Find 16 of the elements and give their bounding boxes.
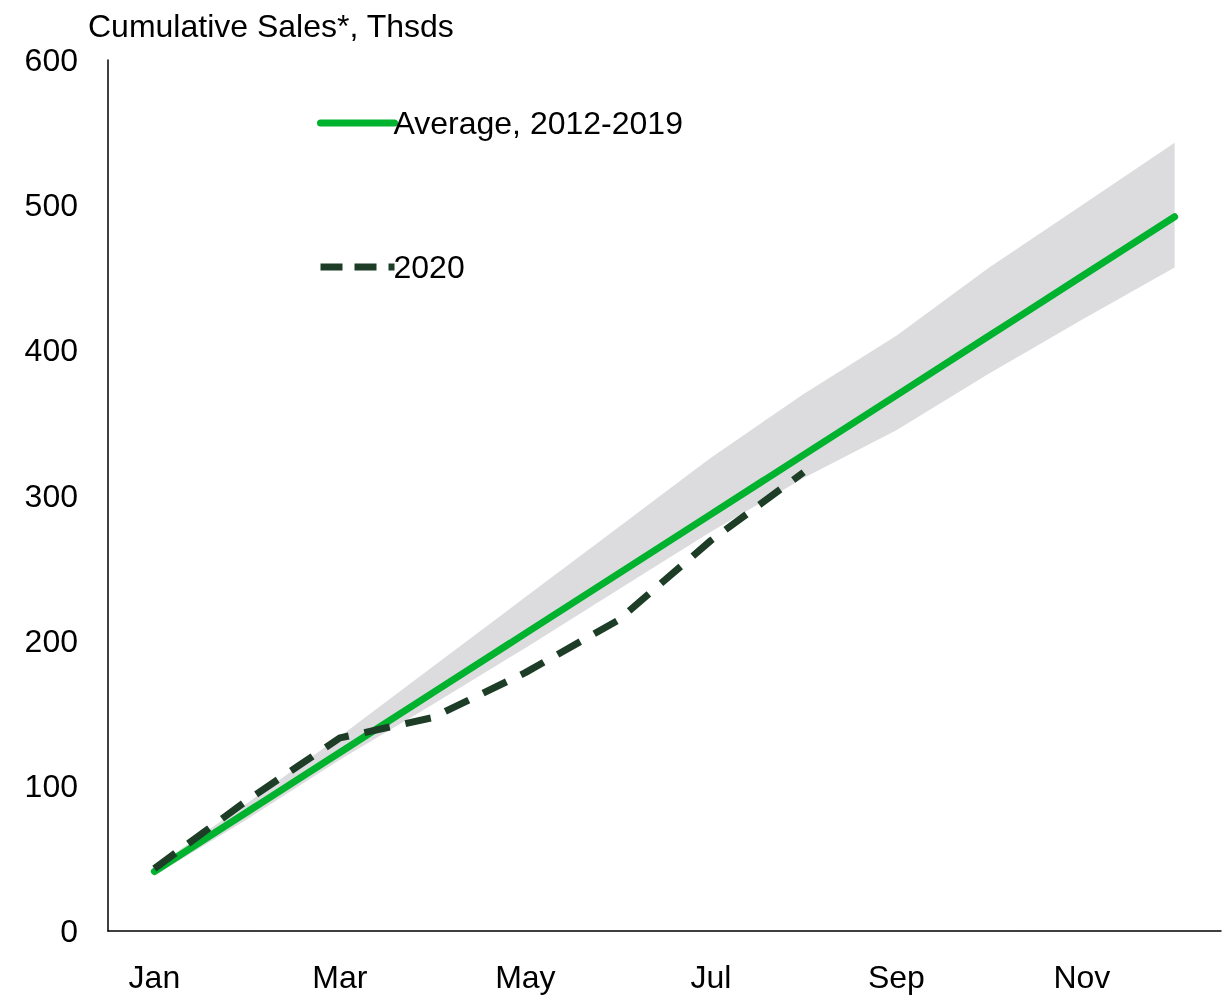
y-tick-label: 100 <box>24 767 78 804</box>
y-axis-title: Cumulative Sales*, Thsds <box>88 8 454 44</box>
x-tick-label: Sep <box>867 959 925 995</box>
x-tick-label: Jan <box>128 959 181 995</box>
y-tick-label: 600 <box>24 42 78 78</box>
y-tick-label: 500 <box>24 187 78 224</box>
legend-label: 2020 <box>393 249 465 285</box>
legend-label: Average, 2012-2019 <box>393 105 683 141</box>
y-tick-label: 300 <box>24 477 78 514</box>
x-tick-label: Mar <box>312 959 368 995</box>
y-tick-label: 400 <box>24 332 78 369</box>
x-tick-label: May <box>495 959 556 995</box>
y-tick-label: 200 <box>24 622 78 659</box>
x-tick-label: Jul <box>690 959 732 995</box>
x-tick-label: Nov <box>1053 959 1111 995</box>
y-tick-label: 0 <box>60 913 78 949</box>
